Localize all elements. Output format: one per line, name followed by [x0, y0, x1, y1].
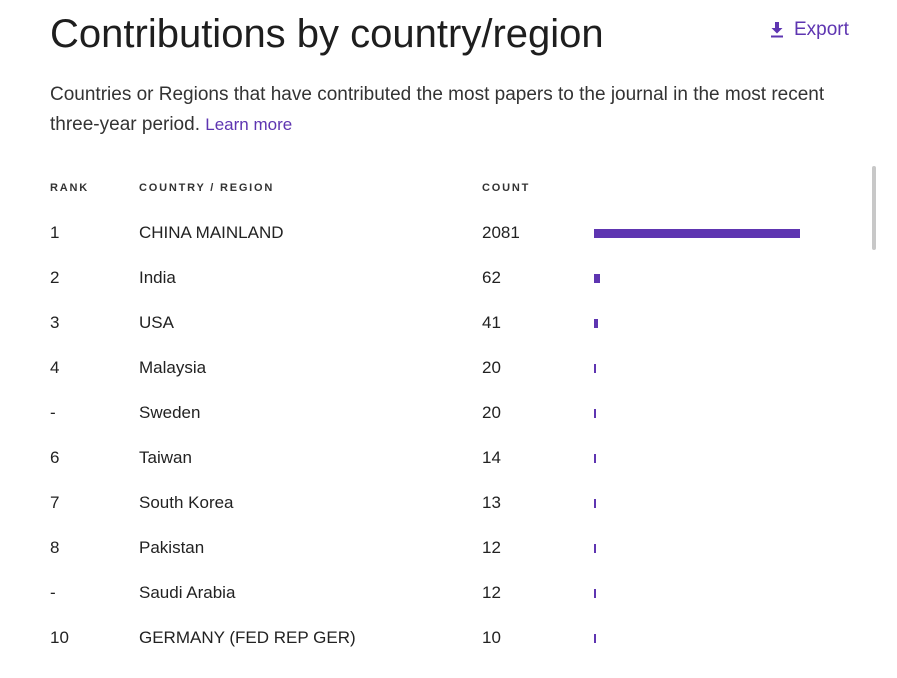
- rank-cell: 1: [50, 223, 60, 242]
- count-bar: [594, 589, 596, 598]
- column-header-rank: RANK: [50, 182, 89, 194]
- count-bar: [594, 454, 596, 463]
- rank-cell: -: [50, 583, 56, 602]
- count-cell: 14: [482, 448, 501, 467]
- count-cell: 20: [482, 403, 501, 422]
- count-cell: 2081: [482, 223, 520, 242]
- table-row: - Saudi Arabia 12: [0, 571, 897, 616]
- table-row: 1 CHINA MAINLAND 2081: [0, 211, 897, 256]
- country-cell: CHINA MAINLAND: [139, 223, 284, 242]
- country-cell: Taiwan: [139, 448, 192, 467]
- export-button[interactable]: Export: [770, 17, 849, 43]
- rank-cell: 8: [50, 538, 60, 557]
- count-bar: [594, 499, 596, 508]
- column-header-country: COUNTRY / REGION: [139, 182, 275, 194]
- count-bar: [594, 409, 596, 418]
- rank-cell: 2: [50, 268, 60, 287]
- rank-cell: -: [50, 403, 56, 422]
- count-cell: 20: [482, 358, 501, 377]
- country-cell: Malaysia: [139, 358, 207, 377]
- table-row: - Sweden 20: [0, 391, 897, 436]
- rank-cell: 4: [50, 358, 60, 377]
- country-cell: USA: [139, 313, 174, 332]
- count-cell: 10: [482, 628, 501, 647]
- count-bar: [594, 544, 596, 553]
- table-row: 10 GERMANY (FED REP GER) 10: [0, 616, 897, 661]
- table-header: RANK COUNTRY / REGION COUNT: [0, 182, 897, 196]
- count-bar: [594, 229, 800, 238]
- count-cell: 62: [482, 268, 501, 287]
- table-row: 4 Malaysia 20: [0, 346, 897, 391]
- count-cell: 12: [482, 583, 501, 602]
- count-bar: [594, 274, 600, 283]
- rank-cell: 3: [50, 313, 60, 332]
- country-cell: South Korea: [139, 493, 234, 512]
- export-label: Export: [794, 19, 849, 40]
- country-cell: Saudi Arabia: [139, 583, 236, 602]
- country-cell: India: [139, 268, 176, 287]
- page-description: Countries or Regions that have contribut…: [50, 80, 850, 140]
- count-cell: 13: [482, 493, 501, 512]
- count-bar: [594, 634, 596, 643]
- vertical-scrollbar[interactable]: [872, 166, 876, 250]
- table-row: 7 South Korea 13: [0, 481, 897, 526]
- page-title: Contributions by country/region: [50, 12, 604, 56]
- table-row: 6 Taiwan 14: [0, 436, 897, 481]
- table-row: 8 Pakistan 12: [0, 526, 897, 571]
- country-cell: Pakistan: [139, 538, 205, 557]
- description-text: Countries or Regions that have contribut…: [50, 84, 825, 135]
- country-cell: GERMANY (FED REP GER): [139, 628, 356, 647]
- count-cell: 41: [482, 313, 501, 332]
- count-cell: 12: [482, 538, 501, 557]
- count-bar: [594, 319, 598, 328]
- rank-cell: 7: [50, 493, 60, 512]
- learn-more-link[interactable]: Learn more: [205, 115, 293, 134]
- table-row: 3 USA 41: [0, 301, 897, 346]
- column-header-count: COUNT: [482, 182, 531, 194]
- country-cell: Sweden: [139, 403, 201, 422]
- count-bar: [594, 364, 596, 373]
- rank-cell: 10: [50, 628, 69, 647]
- rank-cell: 6: [50, 448, 60, 467]
- table-row: 2 India 62: [0, 256, 897, 301]
- download-icon: [770, 22, 784, 38]
